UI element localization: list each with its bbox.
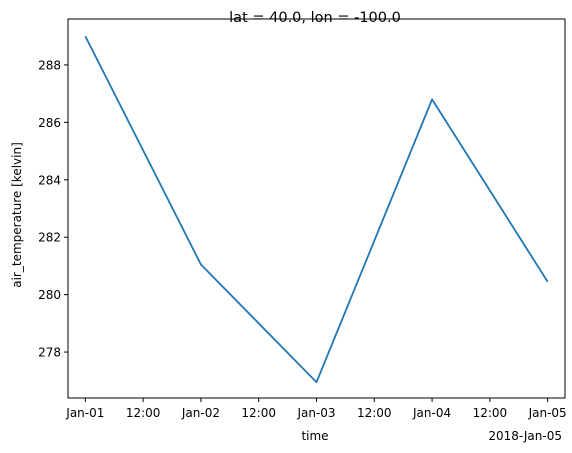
x-tick-label: Jan-04 [412,406,451,420]
x-tick-label: 12:00 [241,406,276,420]
series-layer [84,35,549,384]
series-line [84,35,549,384]
x-axis-label: time [301,429,328,443]
x-tick-label: Jan-05 [528,406,567,420]
x-axis-offset-label: 2018-Jan-05 [488,429,562,443]
x-tick-label: Jan-01 [65,406,104,420]
plot-area [67,18,566,399]
y-tick-label: 282 [38,231,61,245]
x-tick-label: 12:00 [126,406,161,420]
x-tick-label: Jan-03 [296,406,335,420]
y-tick-label: 284 [38,173,61,187]
y-axis-label: air_temperature [kelvin] [10,142,24,288]
chart-title: lat = 40.0, lon = -100.0 [229,10,401,26]
x-tick-label: Jan-02 [181,406,220,420]
y-tick-label: 288 [38,58,61,72]
x-tick-label: 12:00 [473,406,508,420]
plot-frame [67,18,566,399]
y-tick-label: 286 [38,116,61,130]
y-tick-label: 280 [38,288,61,302]
x-tick-label: 12:00 [357,406,392,420]
x-axis: Jan-01 12:00 Jan-02 12:00 Jan-03 12:00 Jan-04 1… [65,398,567,420]
y-tick-label: 278 [38,346,61,360]
y-axis: 278 280 282 284 286 288 [38,58,68,360]
